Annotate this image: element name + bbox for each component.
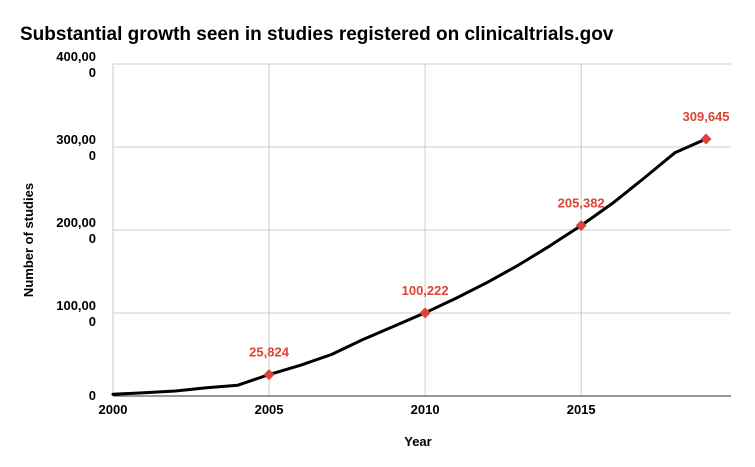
gridlines	[112, 63, 731, 397]
data-label: 100,222	[402, 283, 449, 298]
x-tick-label: 2000	[99, 402, 128, 417]
y-axis-label: Number of studies	[21, 183, 36, 297]
data-point-marker	[419, 307, 431, 319]
data-point-marker	[263, 369, 275, 381]
chart-title: Substantial growth seen in studies regis…	[20, 24, 614, 45]
data-label: 309,645	[683, 109, 730, 124]
series-layer	[111, 137, 708, 396]
data-label: 205,382	[558, 196, 605, 211]
y-tick-label: 200,00 0	[56, 215, 96, 246]
y-tick-label: 400,00 0	[56, 49, 96, 80]
data-point-marker	[700, 133, 712, 145]
y-tick-label: 300,00 0	[56, 132, 96, 163]
data-label-layer: 25,824 100,222 205,382 309,645	[249, 109, 729, 360]
x-axis-label: Year	[404, 434, 431, 449]
data-label: 25,824	[249, 345, 290, 360]
x-tick-label: 2010	[411, 402, 440, 417]
data-point-marker	[575, 220, 587, 232]
x-tick-label: 2005	[255, 402, 284, 417]
series-line	[111, 137, 708, 396]
y-tick-label: 0	[89, 388, 96, 403]
x-axis-ticks: 2000 2005 2010 2015	[99, 402, 596, 417]
y-axis-ticks: 0 100,00 0 200,00 0 300,00 0 400,00 0	[56, 49, 96, 403]
y-tick-label: 100,00 0	[56, 298, 96, 329]
marker-layer	[263, 133, 712, 381]
x-tick-label: 2015	[567, 402, 596, 417]
